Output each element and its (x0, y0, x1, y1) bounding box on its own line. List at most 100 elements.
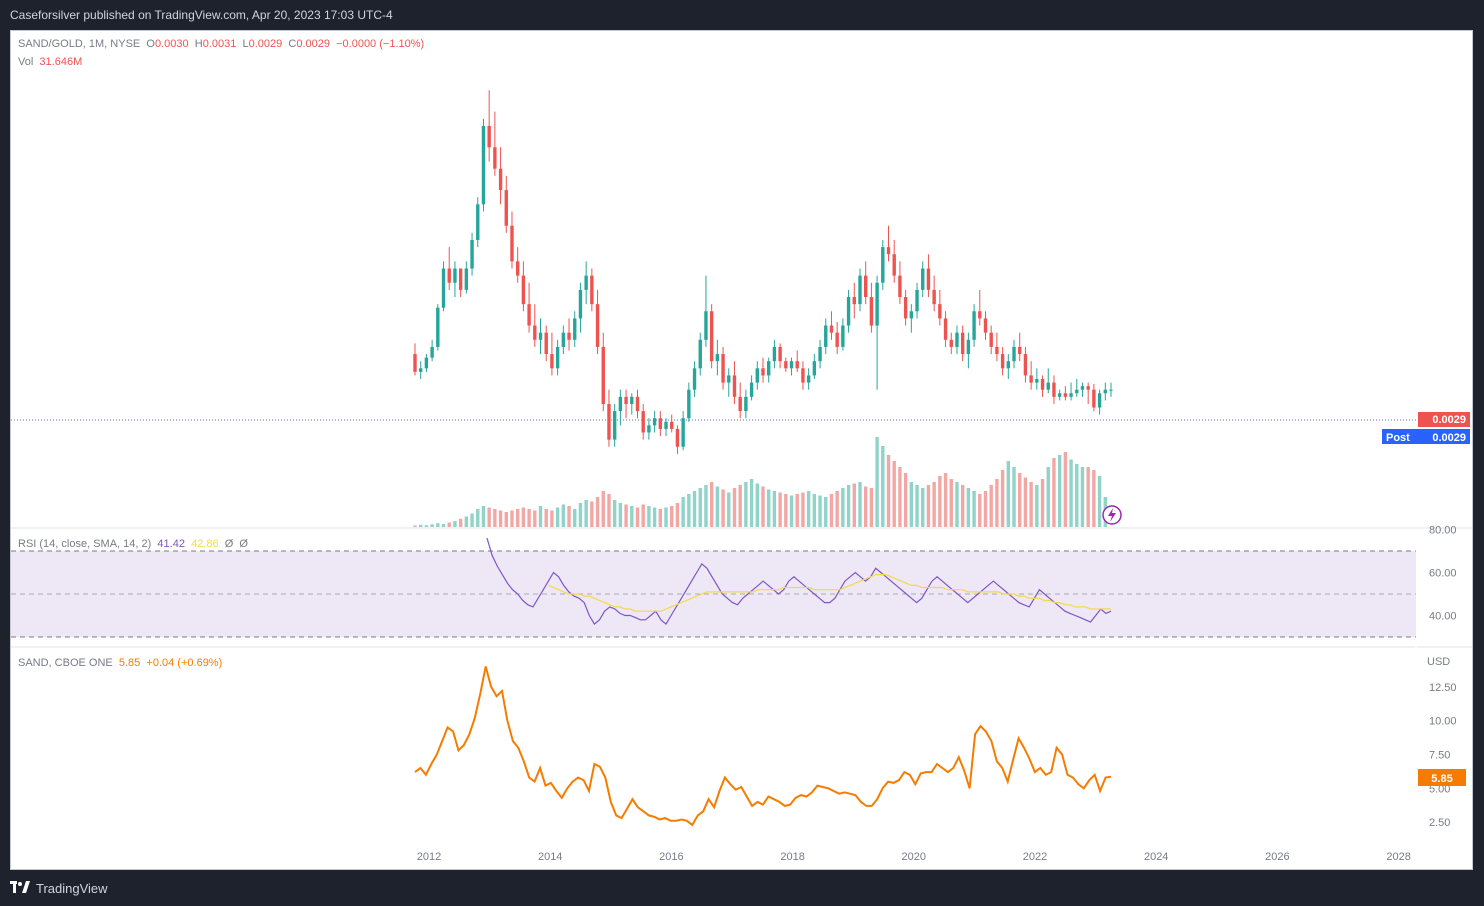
candle-body (584, 275, 588, 290)
volume-bar (538, 506, 543, 527)
rsi-title: RSI (14, close, SMA, 14, 2) (18, 538, 152, 550)
volume-bar (1035, 485, 1039, 527)
candle-body (863, 275, 868, 298)
usd-axis-label: 12.50 (1429, 682, 1457, 694)
volume-bar (1029, 482, 1033, 527)
volume-bar (852, 483, 856, 527)
volume-bar (835, 491, 839, 527)
candle-body (755, 368, 759, 383)
volume-bar (1097, 476, 1102, 527)
candle-body (464, 268, 469, 290)
candle-body (612, 411, 617, 440)
candle-body (1046, 382, 1050, 390)
candle-body (681, 418, 685, 447)
rsi-axis-label: 60.00 (1429, 568, 1457, 580)
volume-bar (972, 491, 976, 527)
time-axis-label: 2024 (1144, 851, 1168, 863)
candle-body (704, 311, 708, 340)
low-label: L (242, 38, 249, 50)
chart-svg[interactable]: 80.00 60.00 40.00 USD 12.50 10.00 7.50 5.00 2.50… (11, 31, 1472, 869)
rsi-extra-1: Ø (224, 538, 234, 550)
candle-body (892, 254, 896, 276)
volume-bar (573, 509, 577, 527)
volume-bar (989, 485, 993, 527)
candle-body (641, 411, 645, 433)
volume-bar (630, 506, 634, 527)
candle-body (858, 275, 862, 305)
volume-bar (1018, 473, 1022, 527)
sand-line (414, 666, 1112, 827)
candle-body (652, 418, 657, 426)
candle-body (1035, 379, 1039, 383)
candle-body (573, 318, 577, 340)
volume-bar (464, 516, 469, 527)
volume-bar (727, 492, 731, 527)
volume-legend: Vol 31.646M (18, 56, 82, 68)
close-label: C (288, 38, 297, 50)
volume-bar (544, 509, 548, 527)
time-axis-label: 2014 (538, 851, 562, 863)
volume-bar (567, 506, 571, 527)
volume-bar (1057, 455, 1062, 527)
candle-body (1103, 389, 1107, 394)
candle-body (647, 425, 651, 433)
candle-body (1075, 389, 1079, 394)
candle-body (538, 332, 543, 340)
volume-bar (886, 455, 891, 527)
volume-bar (1023, 477, 1028, 527)
volume-bar (1063, 452, 1068, 527)
volume-bar (1075, 464, 1079, 527)
candle-body (972, 311, 976, 340)
candle-body (601, 346, 605, 404)
chart-frame[interactable]: 80.00 60.00 40.00 USD 12.50 10.00 7.50 5.00 2.50… (10, 30, 1473, 870)
volume-bar (647, 506, 651, 527)
volume-bar (687, 494, 691, 527)
sand-last-tag (1418, 769, 1466, 786)
volume-bar (436, 523, 440, 527)
candle-body (801, 368, 805, 383)
volume-bar (966, 488, 971, 527)
time-axis-label: 2020 (902, 851, 926, 863)
volume-bar (721, 489, 725, 527)
candle-body (1029, 375, 1033, 383)
volume-bar (447, 522, 451, 527)
sand-title: SAND, CBOE ONE (18, 657, 113, 669)
time-axis-label: 2016 (659, 851, 683, 863)
main-legend: SAND/GOLD, 1M, NYSE O0.0030 H0.0031 L0.0… (18, 38, 424, 50)
volume-bar (995, 479, 999, 527)
volume-bar (698, 488, 702, 527)
axes: 80.00 60.00 40.00 USD 12.50 10.00 7.50 5.00 2.50… (417, 525, 1457, 864)
candle-body (533, 325, 537, 340)
volume-bar (493, 509, 497, 527)
candle-body (943, 318, 948, 340)
candle-body (955, 332, 959, 347)
volume-bar (983, 491, 988, 527)
candle-body (835, 332, 839, 347)
volume-bar (441, 524, 446, 527)
close-value: 0.0029 (296, 38, 330, 50)
volume-bar (504, 512, 508, 527)
volume-bar (555, 507, 560, 527)
candle-body (424, 357, 429, 369)
volume-bar (430, 524, 434, 527)
tradingview-logo[interactable]: TradingView (10, 880, 108, 896)
volume-bar (921, 488, 925, 527)
volume-bar (413, 525, 417, 527)
volume-bar (761, 486, 765, 527)
volume-bar (955, 482, 959, 527)
sand-legend: SAND, CBOE ONE 5.85 +0.04 (+0.69%) (18, 657, 222, 669)
candle-body (1080, 386, 1085, 390)
volume-bar (829, 494, 834, 527)
candle-body (869, 297, 874, 326)
candle-body (521, 275, 526, 305)
candle-body (1069, 393, 1073, 397)
candle-body (744, 396, 748, 412)
candle-body (453, 268, 457, 283)
volume-bar (601, 491, 605, 527)
volume-bar (498, 510, 503, 527)
volume-bar (424, 525, 429, 527)
candle-body (527, 304, 531, 326)
volume-bar (578, 503, 583, 527)
footer: TradingView (0, 870, 1484, 906)
volume-bar (978, 494, 982, 527)
